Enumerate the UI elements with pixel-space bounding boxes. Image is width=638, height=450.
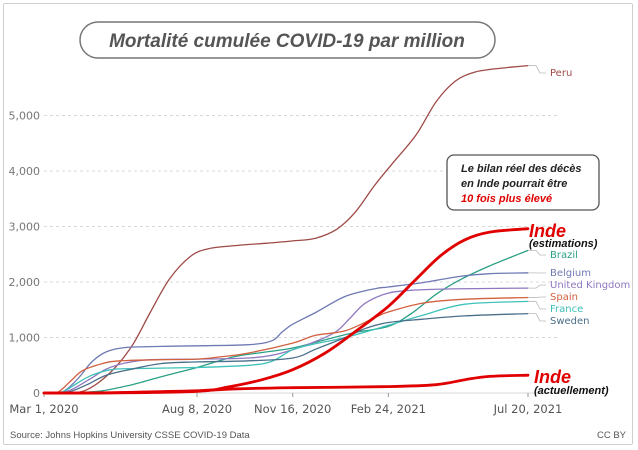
x-tick-label: Aug 8, 2020 — [162, 402, 232, 416]
y-axis: 0 1,000 2,000 3,000 4,000 5,000 — [9, 110, 41, 401]
note-box — [446, 154, 600, 211]
grid — [44, 115, 560, 394]
series-line-spain — [43, 296, 529, 395]
chart-frame — [3, 3, 633, 445]
note-line-1: Le bilan réel des décès — [461, 163, 581, 175]
y-tick-label: 1,000 — [9, 332, 41, 345]
inde-estimations-label: Inde — [529, 221, 566, 241]
x-tick-label: Feb 24, 2021 — [351, 402, 426, 416]
series-label-sweden: Sweden — [550, 316, 590, 327]
chart-title: Mortalité cumulée COVID-19 par million — [109, 31, 465, 52]
leader-line — [528, 284, 546, 289]
series-line-united-kingdom — [43, 287, 529, 394]
series-line-france — [43, 300, 529, 394]
license-note: CC BY — [597, 430, 627, 441]
y-tick-label: 3,000 — [9, 221, 41, 234]
inde-estimations-sublabel: (estimations) — [529, 238, 598, 250]
leader-line — [528, 301, 546, 310]
leader-line — [528, 65, 546, 74]
x-tick-label: Mar 1, 2020 — [9, 402, 78, 416]
series-line-belgium — [43, 272, 529, 394]
series-line-inde-actuellement — [42, 373, 530, 395]
series-label-peru: Peru — [550, 68, 572, 79]
inde-actuellement-sublabel: (actuellement) — [534, 385, 609, 397]
source-note: Source: Johns Hopkins University CSSE CO… — [10, 430, 250, 441]
note-line-2: en Inde pourrait être — [461, 178, 567, 190]
series-label-spain: Spain — [550, 292, 578, 303]
title-pill — [79, 21, 496, 59]
note-line-3: 10 fois plus élevé — [461, 193, 552, 205]
series-lines — [42, 64, 530, 395]
series-label-united-kingdom: United Kingdom — [550, 280, 630, 291]
y-tick-label: 0 — [33, 387, 40, 400]
leader-line — [528, 313, 546, 322]
y-tick-label: 4,000 — [9, 165, 41, 178]
series-line-sweden — [43, 312, 529, 394]
series-line-peru — [43, 64, 529, 394]
y-tick-label: 5,000 — [9, 110, 41, 123]
x-axis: Mar 1, 2020 Aug 8, 2020 Nov 16, 2020 Feb 24… — [9, 393, 562, 416]
inde-actuellement-label: Inde — [534, 367, 571, 387]
series-label-brazil: Brazil — [550, 250, 578, 261]
series-label-belgium: Belgium — [550, 268, 591, 279]
leader-line — [528, 296, 546, 298]
leader-line — [528, 249, 546, 256]
x-tick-label: Jul 20, 2021 — [493, 402, 563, 416]
series-label-france: France — [550, 304, 583, 315]
y-tick-label: 2,000 — [9, 276, 41, 289]
x-tick-label: Nov 16, 2020 — [254, 402, 331, 416]
